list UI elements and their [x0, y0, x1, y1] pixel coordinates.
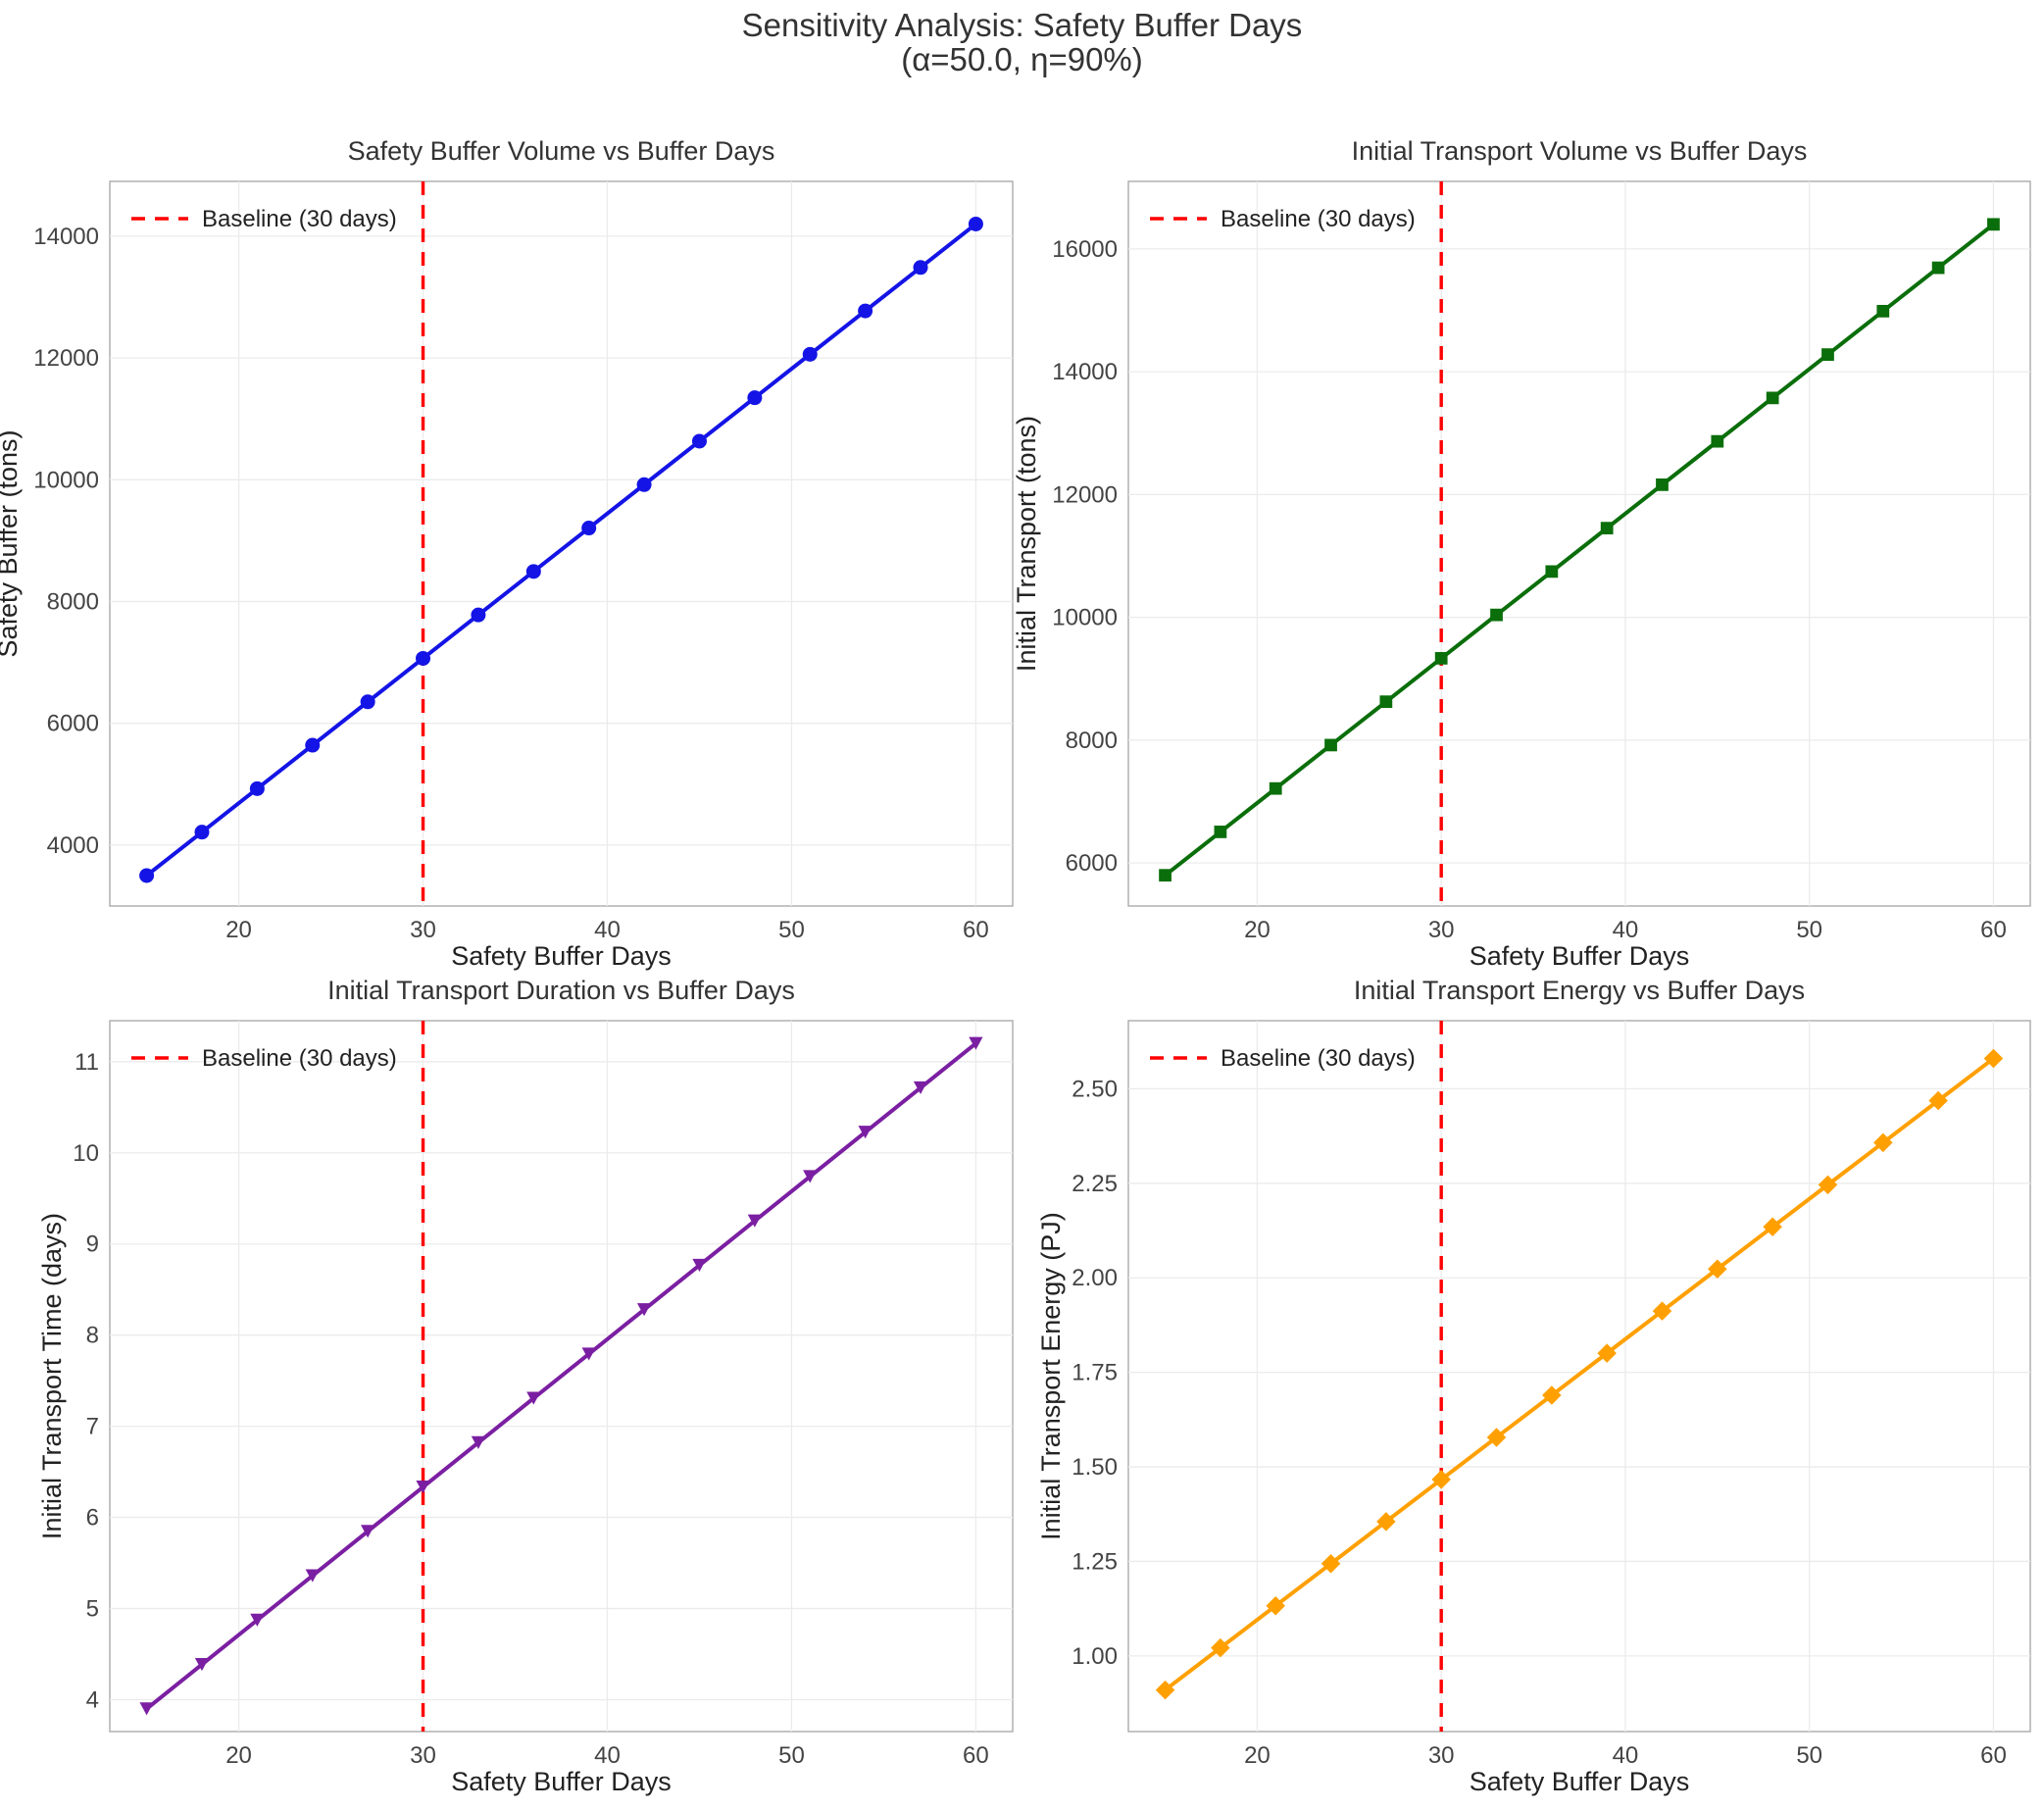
svg-text:12000: 12000: [33, 345, 99, 372]
svg-text:50: 50: [778, 917, 805, 943]
svg-text:20: 20: [225, 917, 252, 943]
svg-text:60: 60: [963, 1742, 989, 1769]
svg-text:1.50: 1.50: [1072, 1454, 1118, 1481]
svg-text:20: 20: [1244, 917, 1271, 943]
svg-text:10000: 10000: [1052, 605, 1118, 631]
svg-text:1.75: 1.75: [1072, 1360, 1118, 1386]
svg-text:Baseline (30 days): Baseline (30 days): [1221, 1045, 1416, 1072]
svg-text:Baseline (30 days): Baseline (30 days): [202, 206, 397, 232]
svg-text:Initial Transport (tons): Initial Transport (tons): [1012, 416, 1041, 672]
svg-text:4000: 4000: [47, 832, 99, 859]
svg-text:20: 20: [225, 1742, 252, 1769]
svg-text:60: 60: [1980, 917, 2007, 943]
svg-text:8: 8: [86, 1323, 99, 1349]
svg-text:10000: 10000: [33, 467, 99, 493]
svg-text:2.00: 2.00: [1072, 1265, 1118, 1291]
svg-text:50: 50: [1796, 917, 1822, 943]
svg-text:Initial Transport Time (days): Initial Transport Time (days): [37, 1213, 67, 1539]
svg-text:5: 5: [86, 1596, 99, 1623]
svg-text:40: 40: [594, 1742, 621, 1769]
svg-text:9: 9: [86, 1232, 99, 1258]
svg-text:6: 6: [86, 1505, 99, 1532]
svg-text:Safety Buffer Days: Safety Buffer Days: [1470, 941, 1690, 971]
svg-text:6000: 6000: [1066, 850, 1118, 877]
svg-text:Safety Buffer Days: Safety Buffer Days: [451, 1767, 672, 1796]
svg-text:14000: 14000: [33, 224, 99, 250]
svg-text:Baseline (30 days): Baseline (30 days): [202, 1045, 397, 1072]
svg-text:11: 11: [75, 1049, 99, 1076]
svg-text:30: 30: [410, 917, 436, 943]
svg-text:Initial Transport Energy (PJ): Initial Transport Energy (PJ): [1036, 1212, 1066, 1540]
svg-text:Initial Transport Energy vs Bu: Initial Transport Energy vs Buffer Days: [1354, 976, 1805, 1005]
svg-text:Safety Buffer Days: Safety Buffer Days: [1470, 1767, 1690, 1796]
svg-text:Sensitivity Analysis: Safety B: Sensitivity Analysis: Safety Buffer Days: [742, 7, 1303, 43]
svg-text:2.25: 2.25: [1072, 1171, 1118, 1197]
svg-text:40: 40: [594, 917, 621, 943]
svg-text:Safety Buffer (tons): Safety Buffer (tons): [0, 429, 23, 657]
svg-text:40: 40: [1613, 1742, 1639, 1769]
svg-text:Safety Buffer Volume vs Buffer: Safety Buffer Volume vs Buffer Days: [348, 136, 775, 166]
svg-text:Baseline (30 days): Baseline (30 days): [1221, 206, 1416, 232]
svg-text:Safety Buffer Days: Safety Buffer Days: [451, 941, 672, 971]
svg-text:2.50: 2.50: [1072, 1076, 1118, 1102]
svg-text:30: 30: [1428, 917, 1455, 943]
svg-text:50: 50: [1796, 1742, 1822, 1769]
svg-text:7: 7: [86, 1414, 99, 1440]
svg-text:14000: 14000: [1052, 359, 1118, 385]
svg-text:20: 20: [1244, 1742, 1271, 1769]
svg-text:60: 60: [963, 917, 989, 943]
svg-text:1.25: 1.25: [1072, 1548, 1118, 1575]
svg-text:(α=50.0, η=90%): (α=50.0, η=90%): [901, 41, 1143, 77]
svg-text:60: 60: [1980, 1742, 2007, 1769]
svg-text:12000: 12000: [1052, 481, 1118, 508]
svg-text:8000: 8000: [47, 589, 99, 616]
svg-text:10: 10: [73, 1140, 99, 1167]
svg-text:6000: 6000: [47, 711, 99, 737]
svg-text:40: 40: [1613, 917, 1639, 943]
svg-text:16000: 16000: [1052, 236, 1118, 263]
svg-text:8000: 8000: [1066, 728, 1118, 754]
svg-text:Initial Transport Volume vs Bu: Initial Transport Volume vs Buffer Days: [1352, 136, 1808, 166]
svg-text:50: 50: [778, 1742, 805, 1769]
svg-text:Initial Transport Duration vs: Initial Transport Duration vs Buffer Day…: [327, 976, 795, 1005]
svg-text:30: 30: [1428, 1742, 1455, 1769]
svg-text:4: 4: [86, 1686, 99, 1713]
svg-text:1.00: 1.00: [1072, 1643, 1118, 1670]
svg-text:30: 30: [410, 1742, 436, 1769]
